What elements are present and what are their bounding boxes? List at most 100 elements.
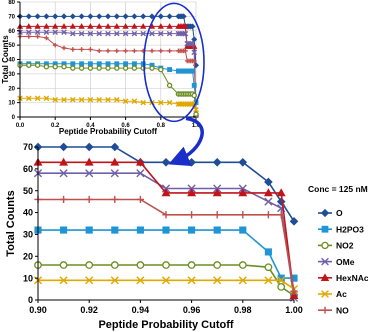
data-point-ac — [96, 96, 102, 103]
legend-label: HexNAc — [336, 273, 368, 283]
zoomed-chart: 0 10 20 30 40 50 60 70 0.90 0.92 0.94 0.96 0.98 1.00 P… — [5, 142, 368, 331]
data-point-no — [158, 48, 164, 54]
y-tick-label: 0 — [12, 115, 16, 121]
y-tick-label: 40 — [23, 208, 33, 218]
data-point-ac — [161, 276, 171, 285]
y-tick-label: 50 — [23, 186, 33, 196]
y-tick-label: 70 — [23, 142, 33, 152]
data-point-ac — [110, 276, 119, 285]
data-point-ac — [70, 96, 76, 103]
legend-item-no2: NO2 — [318, 241, 354, 251]
x-tick-label: 0.8 — [157, 123, 166, 129]
y-tick-label: 80 — [8, 0, 15, 6]
data-point-ome — [78, 30, 85, 37]
data-point-no — [114, 48, 120, 54]
legend-item-hexnac: HexNAc — [318, 273, 368, 283]
data-point-no — [188, 211, 196, 219]
data-point-ome — [96, 30, 102, 37]
x-tick-label: 0.6 — [121, 123, 130, 129]
data-point-hexnac — [96, 23, 103, 29]
data-point-no2 — [78, 65, 85, 71]
data-point-ome — [182, 30, 189, 37]
data-point-o — [157, 13, 164, 20]
data-point-o — [166, 13, 173, 20]
legend-label: NO — [336, 305, 349, 315]
legend-label: OMe — [336, 257, 355, 267]
series-ac — [17, 95, 199, 113]
data-point-o — [87, 13, 94, 20]
data-point-hexnac — [182, 23, 189, 29]
data-point-ome — [87, 30, 94, 37]
data-point-h2po3 — [60, 226, 68, 234]
data-point-no2 — [191, 92, 197, 99]
data-point-o — [96, 13, 103, 20]
y-tick-label: 20 — [8, 86, 15, 92]
data-point-no — [70, 47, 76, 52]
data-point-hexnac — [34, 23, 41, 29]
y-tick-label: 40 — [8, 58, 15, 64]
data-point-ome — [61, 29, 67, 35]
legend-label: O — [336, 208, 343, 218]
data-point-hexnac — [69, 23, 76, 29]
data-point-no — [52, 42, 58, 48]
data-point-no2 — [149, 65, 155, 71]
data-point-ome — [110, 169, 119, 178]
legend-item-no: NO — [318, 305, 349, 315]
data-point-o — [110, 142, 120, 152]
data-point-o — [122, 13, 129, 20]
data-point-hexnac — [161, 188, 171, 197]
data-point-ome — [158, 30, 164, 37]
legend-marker — [320, 208, 330, 218]
y-tick-label: 30 — [23, 230, 33, 240]
data-point-ac — [158, 99, 164, 106]
data-point-o — [148, 13, 156, 20]
series-line-no2 — [38, 264, 295, 297]
series-ac — [33, 276, 299, 294]
data-point-no — [44, 35, 49, 41]
data-point-no — [132, 48, 137, 54]
data-point-o — [84, 142, 94, 152]
y-axis-label: Total Counts — [5, 190, 17, 256]
y-tick-label: 0 — [28, 295, 33, 305]
data-point-ac — [105, 96, 111, 103]
data-point-no2 — [162, 261, 170, 269]
data-point-no2 — [193, 111, 199, 117]
data-point-ac — [264, 276, 273, 285]
legend-marker — [321, 241, 329, 250]
data-point-h2po3 — [188, 226, 196, 234]
data-point-no2 — [264, 263, 273, 272]
data-point-ome — [149, 30, 155, 37]
data-point-no2 — [87, 65, 94, 71]
y-tick-label: 60 — [23, 164, 33, 174]
data-point-ome — [180, 30, 187, 37]
data-point-no2 — [59, 261, 68, 269]
data-point-o — [131, 13, 138, 20]
data-point-hexnac — [157, 23, 164, 29]
data-point-no2 — [110, 261, 119, 269]
data-point-no2 — [34, 62, 41, 68]
data-point-ac — [187, 276, 196, 285]
y-axis-label: Total Counts — [1, 35, 10, 84]
data-point-h2po3 — [167, 67, 173, 73]
data-point-ac — [277, 276, 286, 285]
data-point-ac — [122, 98, 129, 104]
data-point-no2 — [105, 65, 111, 71]
x-tick-label: 0.2 — [51, 123, 60, 129]
data-point-h2po3 — [191, 82, 197, 88]
legend-label: Ac — [336, 289, 347, 299]
data-point-no2 — [238, 261, 247, 269]
data-point-o — [161, 157, 171, 167]
y-tick-label: 30 — [8, 72, 15, 78]
data-point-ome — [189, 40, 196, 47]
data-point-hexnac — [212, 188, 222, 197]
series-h2po3 — [34, 226, 298, 282]
data-point-no — [277, 211, 285, 219]
data-point-no — [213, 211, 221, 219]
data-point-hexnac — [110, 157, 120, 166]
data-point-hexnac — [166, 23, 173, 29]
data-point-ac — [136, 276, 145, 285]
data-point-no — [61, 45, 67, 51]
data-point-ome — [34, 29, 41, 35]
data-point-ac — [43, 95, 50, 102]
legend-item-h2po3: H2PO3 — [318, 224, 364, 234]
